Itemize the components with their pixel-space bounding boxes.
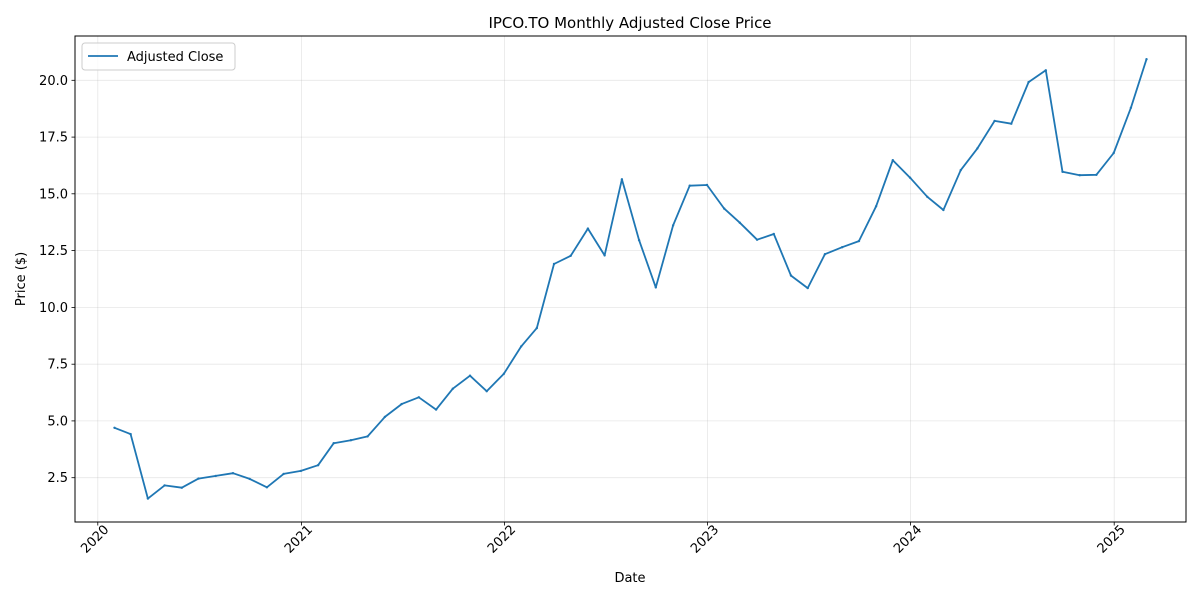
data-point [163,484,166,487]
data-point [231,472,235,475]
data-point [603,254,606,257]
series-layer [113,58,1148,500]
data-point [1061,170,1064,173]
grid-lines [75,36,1186,522]
data-point [316,464,320,467]
data-point [806,286,809,290]
data-point [485,390,488,393]
data-point [400,402,403,406]
y-tick-label: 5.0 [47,414,68,429]
y-tick-label: 17.5 [39,131,68,146]
data-point [874,205,878,208]
y-tick-label: 2.5 [47,471,68,486]
data-point [738,221,741,224]
data-point [789,274,793,277]
data-point [772,232,775,236]
data-point [113,426,116,429]
data-point [620,178,624,181]
x-tick-label: 2024 [891,523,925,557]
plot-area-frame [74,35,1187,523]
data-point [841,246,844,249]
data-point [366,435,369,438]
y-tick-label: 12.5 [39,244,68,259]
legend-box [81,42,236,71]
data-point [823,253,827,256]
data-point [891,159,894,162]
data-point [502,372,506,375]
data-point [214,474,217,478]
series-line [114,58,1148,500]
data-point [197,477,200,480]
data-point [959,169,962,172]
x-tick-label: 2022 [485,523,519,557]
data-point [755,238,759,241]
data-point [993,119,996,123]
x-axis-label: Date [614,571,645,586]
data-point [926,195,929,198]
data-point [723,207,726,210]
data-point [671,224,675,227]
y-axis: 2.5 5.0 7.5 10.0 12.5 15.0 17.5 20.0 [39,74,75,486]
y-tick-label: 10.0 [39,301,68,316]
data-point [1044,69,1048,72]
data-point [552,262,556,266]
data-point [332,442,335,445]
chart-title: IPCO.TO Monthly Adjusted Close Price [488,14,771,32]
data-point [146,497,150,500]
data-point [349,439,353,442]
data-point [434,408,438,411]
data-point [1129,106,1133,110]
data-point [299,469,303,473]
x-tick-label: 2020 [78,523,112,557]
data-point [180,486,183,489]
legend: Adjusted Close [81,42,236,71]
data-point [857,239,861,243]
data-point [1027,80,1030,84]
data-point [248,477,251,481]
data-point [637,239,641,242]
data-point [654,286,657,289]
data-point [705,183,709,187]
y-tick-label: 20.0 [39,74,68,89]
data-point [1095,173,1098,176]
data-point [282,472,285,476]
data-point [468,374,472,377]
data-point [1010,122,1013,125]
x-tick-label: 2021 [282,523,316,557]
data-point [129,432,132,436]
data-point [383,415,387,419]
data-point [265,486,269,489]
data-point [569,254,572,257]
y-tick-label: 15.0 [39,187,68,202]
data-point [586,227,590,230]
data-point [535,326,538,330]
y-axis-label: Price ($) [14,252,29,306]
data-point [942,208,945,212]
data-point [1145,58,1148,61]
y-tick-label: 7.5 [47,358,68,373]
data-point [1112,151,1115,155]
data-point [417,396,420,399]
legend-label: Adjusted Close [127,50,223,65]
data-point [908,176,912,179]
data-point [1078,174,1081,177]
data-point [688,184,691,187]
x-axis: 2020 2021 2022 2023 2024 2025 [78,522,1129,557]
data-point [520,345,523,348]
data-point [451,387,454,390]
data-point [976,147,979,150]
x-tick-label: 2023 [688,523,722,557]
x-tick-label: 2025 [1095,523,1129,557]
